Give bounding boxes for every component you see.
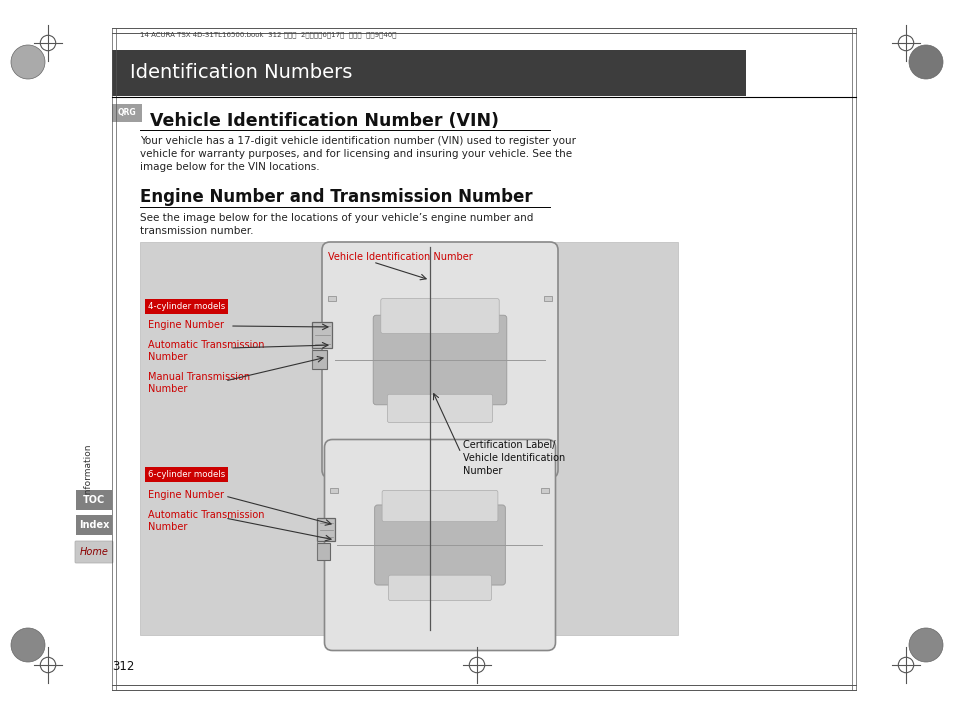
FancyBboxPatch shape	[380, 299, 498, 333]
FancyBboxPatch shape	[388, 575, 491, 601]
Text: Manual Transmission: Manual Transmission	[148, 372, 250, 382]
Bar	[312, 350, 327, 369]
Bar	[316, 518, 335, 541]
Text: Number: Number	[148, 352, 187, 362]
Text: Index: Index	[79, 520, 109, 530]
FancyBboxPatch shape	[75, 541, 112, 563]
Circle shape	[11, 628, 45, 662]
Bar	[328, 296, 335, 301]
Text: Engine Number and Transmission Number: Engine Number and Transmission Number	[140, 188, 532, 206]
FancyBboxPatch shape	[375, 505, 505, 585]
Bar	[112, 104, 142, 122]
FancyBboxPatch shape	[382, 490, 497, 522]
Text: Vehicle Identification: Vehicle Identification	[462, 453, 565, 463]
FancyBboxPatch shape	[373, 315, 506, 405]
Bar	[543, 296, 552, 301]
Text: Vehicle Identification Number: Vehicle Identification Number	[328, 252, 473, 262]
Text: vehicle for warranty purposes, and for licensing and insuring your vehicle. See : vehicle for warranty purposes, and for l…	[140, 149, 572, 159]
Text: See the image below for the locations of your vehicle’s engine number and: See the image below for the locations of…	[140, 213, 533, 223]
Text: Number: Number	[462, 466, 502, 476]
Circle shape	[11, 45, 45, 79]
Bar	[140, 242, 678, 635]
Text: QRG: QRG	[117, 108, 136, 118]
Bar	[312, 322, 332, 348]
Text: Automatic Transmission: Automatic Transmission	[148, 340, 264, 350]
FancyBboxPatch shape	[322, 242, 558, 478]
Text: 4-cylinder models: 4-cylinder models	[148, 302, 225, 311]
Text: Your vehicle has a 17-digit vehicle identification number (VIN) used to register: Your vehicle has a 17-digit vehicle iden…	[140, 136, 576, 146]
Text: 312: 312	[112, 660, 134, 673]
Text: transmission number.: transmission number.	[140, 226, 253, 236]
Text: Engine Number: Engine Number	[148, 490, 224, 500]
Circle shape	[908, 45, 942, 79]
Bar	[330, 488, 338, 493]
Bar	[112, 50, 745, 96]
Text: TOC: TOC	[83, 495, 105, 505]
Bar	[76, 490, 112, 510]
Circle shape	[908, 628, 942, 662]
Text: Number: Number	[148, 522, 187, 532]
FancyBboxPatch shape	[387, 394, 492, 422]
Text: Engine Number: Engine Number	[148, 320, 224, 330]
Bar	[541, 488, 549, 493]
Text: Vehicle Identification Number (VIN): Vehicle Identification Number (VIN)	[150, 112, 498, 130]
Text: Certification Label/: Certification Label/	[462, 440, 555, 450]
Text: 6-cylinder models: 6-cylinder models	[148, 470, 225, 479]
Text: Automatic Transmission: Automatic Transmission	[148, 510, 264, 520]
Bar	[76, 515, 112, 535]
FancyBboxPatch shape	[324, 439, 555, 651]
Text: Home: Home	[79, 547, 109, 557]
Text: Number: Number	[148, 384, 187, 394]
Text: Information: Information	[84, 444, 92, 496]
Bar	[316, 543, 330, 560]
Text: image below for the VIN locations.: image below for the VIN locations.	[140, 162, 319, 172]
Text: 14 ACURA TSX 4D-31TL16500.book  312 ページ  2０１３年6月17日  月曜日  午前9時40分: 14 ACURA TSX 4D-31TL16500.book 312 ページ 2…	[140, 32, 396, 38]
Text: Identification Numbers: Identification Numbers	[130, 63, 352, 83]
